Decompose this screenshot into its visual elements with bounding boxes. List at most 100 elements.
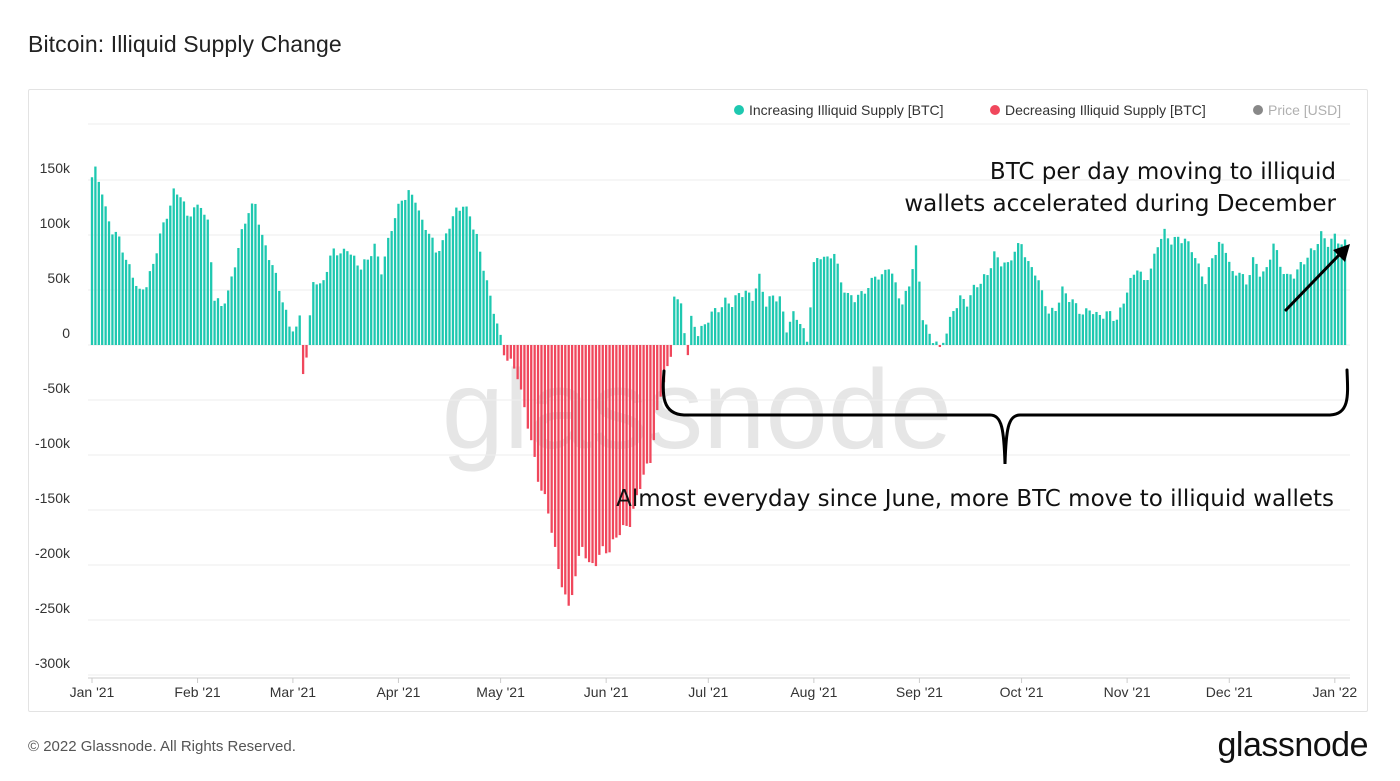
y-tick-label: -200k [35,545,71,561]
bar-increasing [1224,252,1228,345]
bar-increasing [717,312,720,345]
bar-increasing [349,254,352,345]
bar-increasing [94,166,97,345]
legend-marker [990,105,1000,115]
bar-increasing [1034,275,1037,345]
bar-increasing [1320,231,1323,345]
y-tick-label: -250k [35,600,71,616]
bar-increasing [1020,244,1023,345]
bar-decreasing [574,345,577,577]
bar-increasing [274,272,278,345]
bar-increasing [1037,280,1040,345]
bar-increasing [1326,246,1330,345]
legend-item[interactable]: Decreasing Illiquid Supply [BTC] [990,102,1206,118]
bar-decreasing [587,345,591,563]
bar-increasing [417,210,421,345]
bar-increasing [768,296,771,345]
bar-increasing [1279,266,1282,345]
bar-increasing [819,259,822,345]
bar-increasing [1149,268,1153,345]
y-tick-label: 50k [47,270,71,286]
bar-decreasing [543,345,547,495]
bar-increasing [295,326,298,345]
bar-increasing [489,295,492,345]
bar-increasing [496,323,499,345]
bar-increasing [1054,311,1057,345]
bar-decreasing [553,345,557,547]
bar-increasing [434,252,438,345]
legend-label: Price [USD] [1268,102,1341,118]
bar-increasing [836,263,839,345]
bar-increasing [1122,303,1125,345]
bar-increasing [267,260,271,345]
glassnode-logo[interactable]: glassnode [1217,726,1368,764]
bar-increasing [213,300,216,345]
bar-increasing [707,322,710,345]
bar-increasing [730,307,734,345]
bar-increasing [1183,238,1187,345]
bar-increasing [1091,314,1095,345]
y-tick-label: -50k [43,380,71,396]
bar-increasing [1003,262,1006,345]
legend-item[interactable]: Increasing Illiquid Supply [BTC] [734,102,944,118]
bar-increasing [1292,278,1296,345]
bar-increasing [444,233,448,345]
bar-increasing [397,203,400,345]
x-tick-label: Jan '21 [70,684,115,700]
bar-increasing [1214,254,1217,345]
bars [90,166,1347,606]
bar-increasing [1248,275,1251,345]
bar-increasing [1306,257,1309,345]
bar-decreasing [642,345,645,475]
bar-increasing [366,259,369,345]
bar-decreasing [533,345,536,457]
bar-increasing [312,282,315,345]
bar-increasing [111,234,114,345]
bar-increasing [809,307,812,345]
bar-increasing [427,233,431,345]
bar-increasing [244,223,247,345]
bar-increasing [1163,228,1166,345]
bar-increasing [925,324,928,345]
bar-increasing [1265,267,1268,345]
bar-increasing [1173,236,1176,345]
bar-increasing [986,275,989,345]
bar-increasing [1275,250,1279,345]
bar-increasing [1170,244,1173,345]
bar-increasing [390,231,393,345]
bar-increasing [1078,313,1081,345]
bar-increasing [1061,286,1064,345]
bar-increasing [1180,243,1183,345]
bar-increasing [1241,274,1245,345]
bar-increasing [874,276,877,345]
bar-increasing [172,188,175,345]
y-tick-label: 0 [62,325,70,341]
bar-decreasing [581,345,584,547]
legend-item[interactable]: Price [USD] [1253,102,1341,118]
bar-decreasing [567,345,570,606]
bar-increasing [897,298,901,345]
bar-increasing [247,213,250,345]
bar-increasing [230,276,233,345]
bar-decreasing [506,345,509,361]
bar-increasing [1081,314,1084,345]
bar-decreasing [608,345,611,553]
bar-increasing [955,308,959,345]
bar-increasing [1228,261,1231,345]
bar-increasing [227,290,230,345]
copyright-footer: © 2022 Glassnode. All Rights Reserved. [28,738,296,755]
legend[interactable]: Increasing Illiquid Supply [BTC] Decreasi… [734,102,1341,118]
bar-increasing [329,255,332,345]
x-tick-label: Oct '21 [1000,684,1044,700]
bar-increasing [455,207,458,345]
bar-decreasing [632,345,635,509]
bar-increasing [1190,252,1193,345]
bar-increasing [128,264,131,345]
bar-increasing [993,251,996,345]
bar-increasing [860,291,863,345]
bar-increasing [771,295,775,345]
bar-increasing [393,218,397,345]
bar-increasing [962,298,965,345]
bar-increasing [145,287,148,345]
bar-increasing [492,313,495,345]
